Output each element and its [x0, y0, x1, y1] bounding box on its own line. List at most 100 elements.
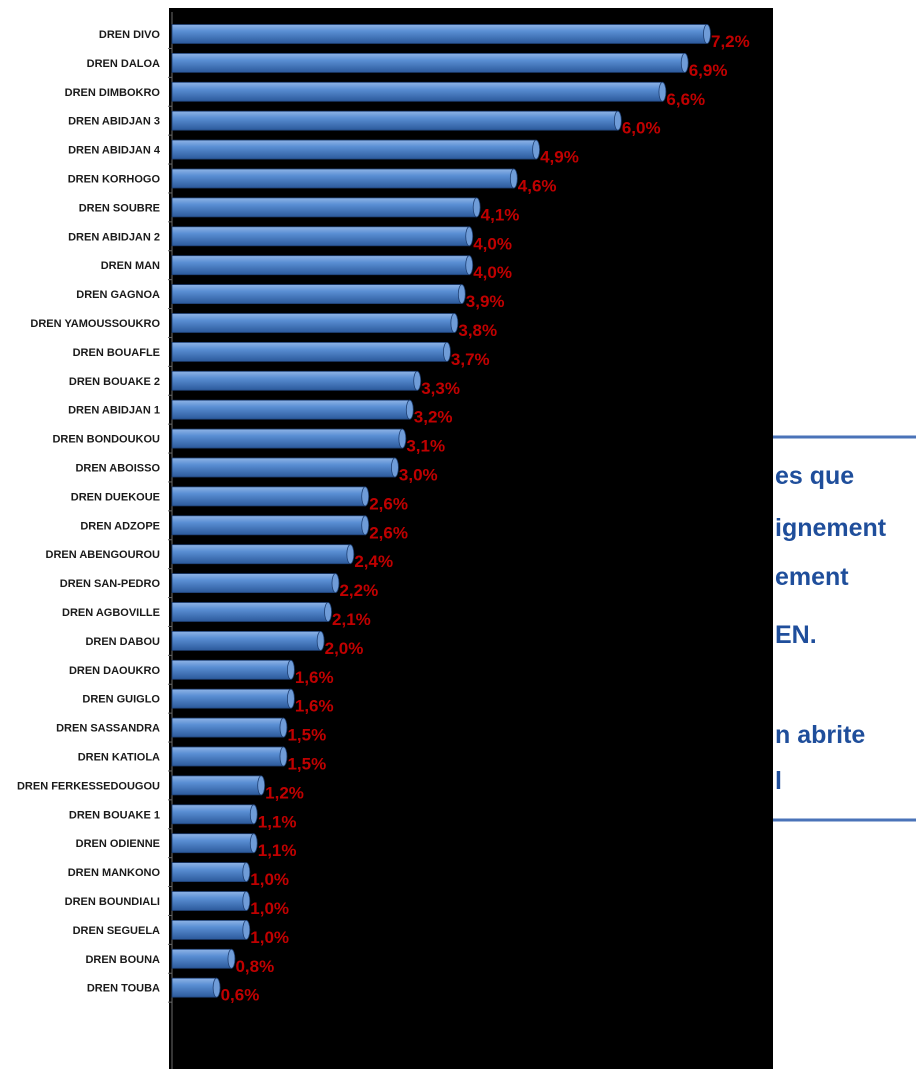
category-label: DREN BONDOUKOU	[52, 434, 160, 446]
bar	[171, 168, 515, 189]
bar-end-cap	[465, 226, 474, 247]
bar-end-cap	[249, 804, 258, 825]
bar	[171, 226, 470, 247]
category-label: DREN SEGUELA	[73, 925, 160, 937]
category-label: DREN BOUAKE 1	[69, 809, 160, 821]
category-label: DREN BOUNA	[85, 954, 160, 966]
bar	[171, 573, 336, 593]
bar-end-cap	[212, 977, 221, 998]
category-label: DREN MANKONO	[68, 867, 161, 879]
category-label: DREN DABOU	[85, 636, 160, 648]
value-label: 2,2%	[339, 581, 378, 600]
category-label: DREN DAOUKRO	[69, 665, 161, 677]
category-label: DREN ODIENNE	[76, 838, 160, 850]
bar	[171, 688, 292, 709]
category-label: DREN ABIDJAN 4	[68, 145, 161, 157]
value-label: 0,8%	[235, 957, 274, 976]
value-label: 4,6%	[518, 177, 557, 196]
bar-end-cap	[286, 659, 295, 680]
value-label: 3,9%	[466, 292, 505, 311]
bar	[171, 24, 708, 44]
value-label: 0,6%	[221, 986, 260, 1005]
category-label: DREN ABENGOUROU	[46, 549, 161, 561]
value-label: 4,9%	[540, 148, 579, 167]
bar	[171, 139, 537, 160]
bars	[171, 24, 711, 998]
bar-end-cap	[472, 197, 481, 218]
bar	[171, 53, 686, 73]
category-label: DREN ABIDJAN 2	[68, 231, 160, 243]
bar-end-cap	[391, 457, 399, 478]
side-panel-text-line: EN.	[775, 621, 817, 649]
bar-end-cap	[346, 544, 355, 565]
value-label: 1,0%	[250, 870, 289, 889]
category-label: DREN DALOA	[87, 58, 160, 70]
bar-end-cap	[249, 833, 258, 854]
bar	[171, 515, 366, 536]
bar	[171, 920, 247, 940]
bar-end-cap	[405, 399, 414, 420]
bar-end-cap	[457, 284, 466, 305]
bar-end-cap	[331, 573, 340, 593]
category-label: DREN FERKESSEDOUGOU	[17, 780, 160, 792]
side-panel-text-line: n abrite	[775, 721, 865, 749]
value-label: 4,1%	[481, 205, 520, 224]
category-label: DREN AGBOVILLE	[62, 607, 160, 619]
bar-end-cap	[286, 688, 295, 709]
bar	[171, 341, 448, 362]
category-label: DREN GAGNOA	[76, 289, 160, 301]
side-panel-text-line: l	[775, 767, 782, 795]
bar	[171, 428, 403, 449]
bar-end-cap	[413, 370, 422, 391]
value-label: 6,0%	[622, 119, 661, 138]
bar	[171, 717, 284, 738]
bar	[171, 399, 411, 420]
bar-end-cap	[443, 341, 451, 362]
bar	[171, 544, 351, 565]
category-label: DREN DIVO	[99, 29, 161, 41]
bar-end-cap	[279, 746, 288, 767]
bar-end-cap	[658, 81, 667, 102]
bar	[171, 313, 455, 333]
category-label: DREN SASSANDRA	[56, 723, 160, 735]
value-label: 1,1%	[258, 812, 297, 831]
bar-end-cap	[450, 313, 459, 333]
bar	[171, 284, 463, 305]
bar	[171, 833, 255, 854]
bar	[171, 602, 329, 622]
category-label: DREN KORHOGO	[68, 174, 161, 186]
value-label: 2,4%	[354, 552, 393, 571]
bar	[171, 110, 619, 131]
category-label: DREN KATIOLA	[78, 752, 160, 764]
value-label: 1,5%	[287, 755, 326, 774]
value-label: 1,2%	[265, 783, 304, 802]
category-label: DREN BOUNDIALI	[65, 896, 160, 908]
bar	[171, 746, 284, 767]
category-label: DREN BOUAKE 2	[69, 376, 160, 388]
side-panel-text-line: ignement	[775, 514, 887, 542]
value-label: 4,0%	[473, 234, 512, 253]
value-label: 2,0%	[325, 639, 364, 658]
bar-end-cap	[242, 920, 251, 940]
bar-end-cap	[509, 168, 518, 189]
value-label: 1,6%	[295, 668, 334, 687]
bar-end-cap	[242, 862, 251, 882]
value-label: 3,3%	[421, 379, 460, 398]
value-label: 7,2%	[711, 32, 750, 51]
bar	[171, 81, 663, 102]
bar-end-cap	[242, 891, 251, 911]
side-panel-text-line: es que	[775, 462, 854, 490]
side-panel-text-line: ement	[775, 563, 849, 591]
value-label: 1,6%	[295, 697, 334, 716]
category-label: DREN BOUAFLE	[73, 347, 160, 359]
value-label: 6,6%	[666, 90, 705, 109]
category-label: DREN YAMOUSSOUKRO	[30, 318, 160, 330]
bar	[171, 862, 247, 882]
value-label: 3,8%	[458, 321, 497, 340]
bar	[171, 891, 247, 911]
bar-end-cap	[316, 631, 325, 651]
category-labels: DREN DIVO DREN DALOA DREN DIMBOKRO DREN ABI…	[17, 29, 161, 995]
value-label: 1,1%	[258, 841, 297, 860]
value-label: 1,0%	[250, 899, 289, 918]
